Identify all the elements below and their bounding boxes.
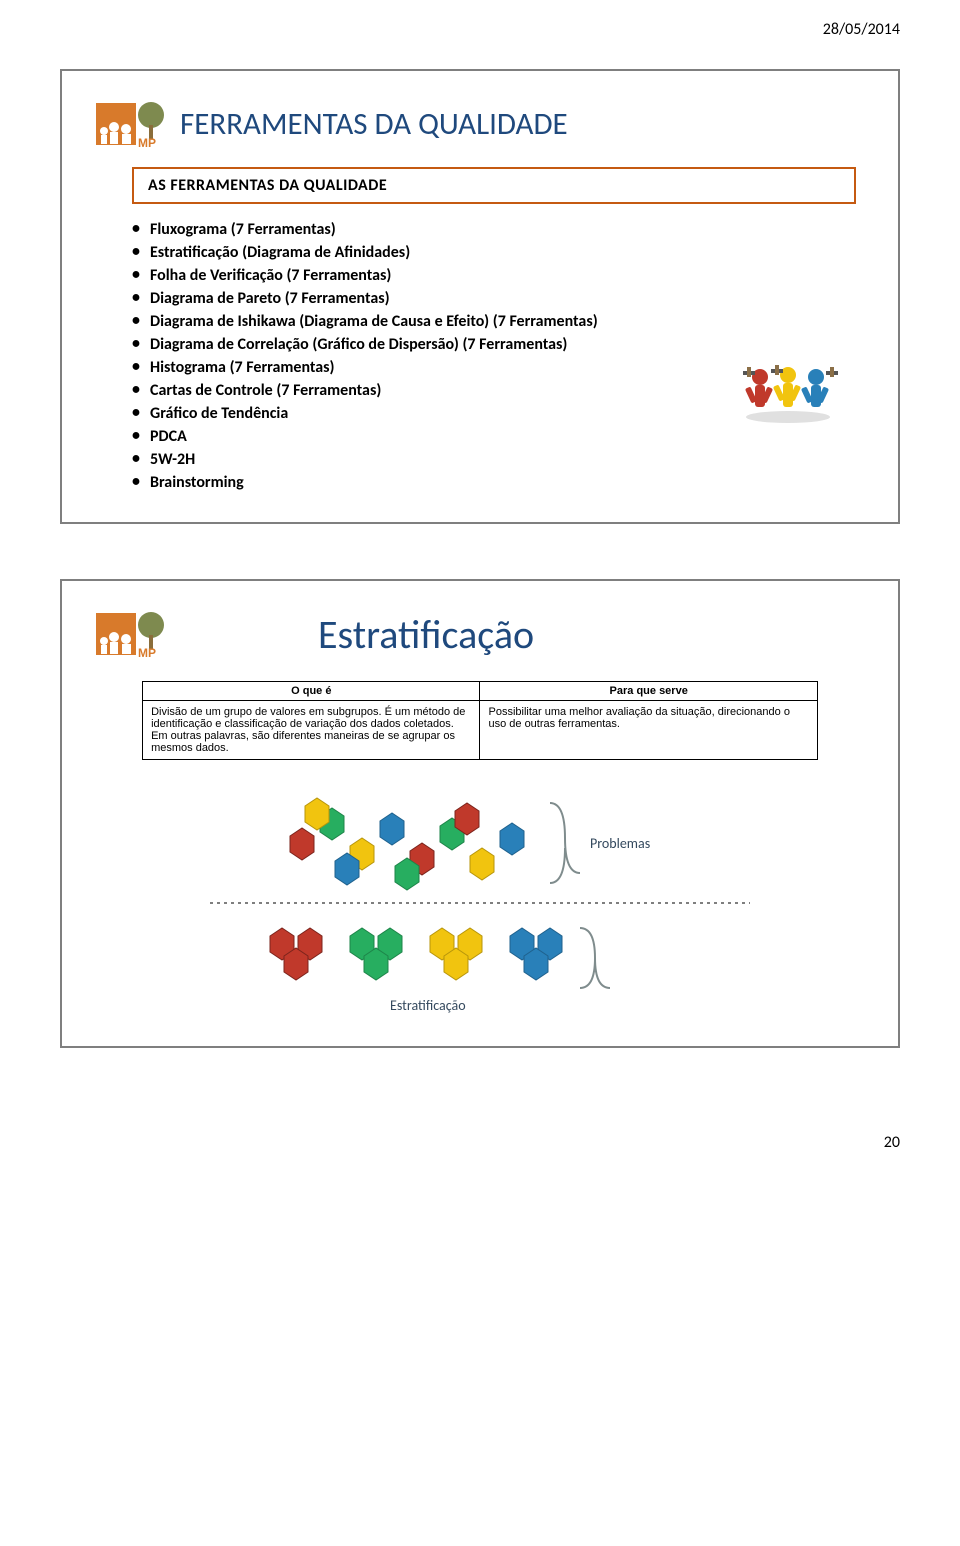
page-number: 20 <box>0 1123 960 1172</box>
page-container: MP FERRAMENTAS DA QUALIDADE AS FERRAMENT… <box>0 39 960 1123</box>
list-item: Diagrama de Correlação (Gráfico de Dispe… <box>132 333 856 356</box>
slide-1: MP FERRAMENTAS DA QUALIDADE AS FERRAMENT… <box>60 69 900 524</box>
list-item: Fluxograma (7 Ferramentas) <box>132 218 856 241</box>
list-item: Brainstorming <box>132 471 856 494</box>
list-item: 5W-2H <box>132 448 856 471</box>
svg-text:MP: MP <box>138 646 156 659</box>
slide-2-title: Estratificação <box>318 610 534 659</box>
tools-bullet-list: Fluxograma (7 Ferramentas) Estratificaçã… <box>96 218 864 494</box>
date-header: 28/05/2014 <box>0 0 960 39</box>
slide-1-header-row: MP FERRAMENTAS DA QUALIDADE <box>96 99 864 149</box>
mp-logo-icon: MP <box>96 609 168 659</box>
list-item: Diagrama de Ishikawa (Diagrama de Causa … <box>132 310 856 333</box>
list-item: Diagrama de Pareto (7 Ferramentas) <box>132 287 856 310</box>
diagram-label-stratification: Estratificação <box>390 997 466 1014</box>
mp-logo-icon: MP <box>96 99 168 149</box>
table-cell-purpose: Possibilitar uma melhor avaliação da sit… <box>480 701 817 760</box>
slide-1-title: FERRAMENTAS DA QUALIDADE <box>180 105 568 143</box>
stratification-diagram-icon: Problemas <box>96 788 864 1018</box>
definition-table: O que é Para que serve Divisão de um gru… <box>142 681 818 760</box>
table-header-purpose: Para que serve <box>480 682 817 701</box>
table-row: Divisão de um grupo de valores em subgru… <box>143 701 818 760</box>
list-item: Folha de Verificação (7 Ferramentas) <box>132 264 856 287</box>
slide-2-header-row: MP Estratificação <box>96 609 864 659</box>
svg-text:MP: MP <box>138 136 156 149</box>
slide-2: MP Estratificação O que é Para que serve… <box>60 579 900 1048</box>
diagram-label-problems: Problemas <box>590 835 650 852</box>
list-item: Estratificação (Diagrama de Afinidades) <box>132 241 856 264</box>
table-cell-what: Divisão de um grupo de valores em subgru… <box>143 701 480 760</box>
table-header-what: O que é <box>143 682 480 701</box>
slide-1-banner: AS FERRAMENTAS DA QUALIDADE <box>132 167 856 204</box>
